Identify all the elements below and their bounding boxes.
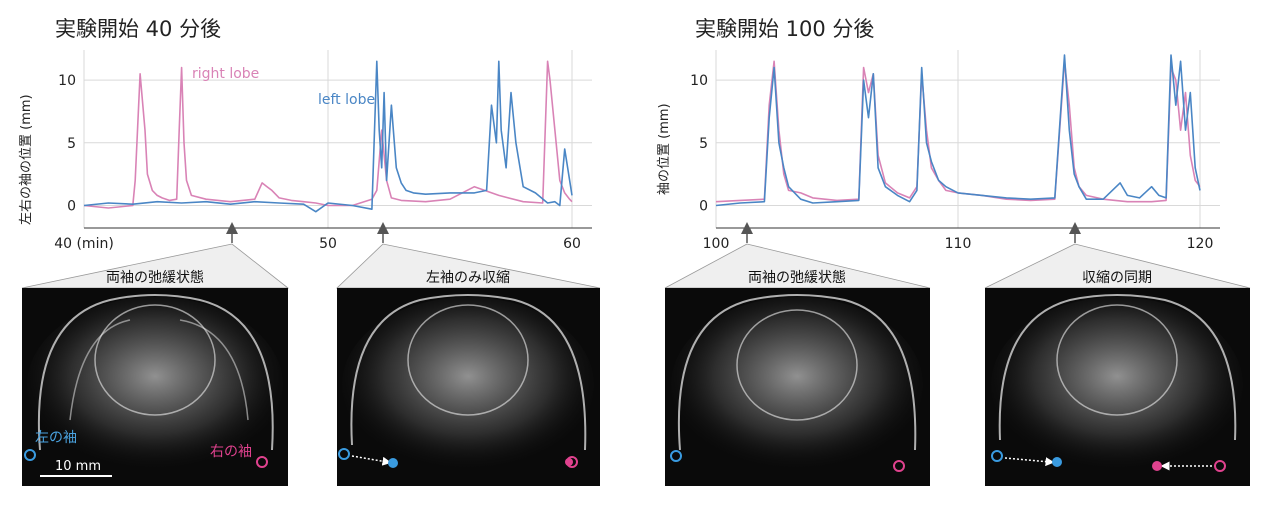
panel-2-title: 実験開始 100 分後 [695,17,874,41]
y-tick-label: 5 [67,136,76,152]
y-tick-label: 0 [67,198,76,214]
chart-100min: 0 5 10 100 110 120 [690,50,1220,252]
photo-1-label: 両袖の弛緩状態 [106,270,204,286]
x-tick-label: 40 (min) [54,236,114,252]
x-tick-label: 100 [703,236,730,252]
legend-left-lobe: left lobe [318,92,375,108]
photo-3-label: 両袖の弛緩状態 [748,270,846,286]
right-lobe-fill-2 [565,458,573,466]
x-tick-label: 110 [945,236,972,252]
legend-right-lobe: right lobe [192,66,259,82]
x-tick-label: 120 [1187,236,1214,252]
series-left-lobe [715,54,1201,207]
right-lobe-marker-3 [893,460,905,472]
series-right-lobe [83,60,573,209]
y-tick-label: 10 [58,73,76,89]
panel-2-ylabel: 袖の位置 (mm) [657,103,672,195]
right-lobe-marker [256,456,268,468]
photo-synchronized [985,288,1250,486]
photo-relaxed-40min: 左の袖 右の袖 10 mm [22,288,288,486]
y-tick-label: 0 [699,198,708,214]
left-lobe-end-marker-4 [1052,457,1062,467]
left-lobe-marker [24,449,36,461]
chart-40min: 0 5 10 40 (min) 50 60 [54,50,592,252]
photo-4-label: 収縮の同期 [1082,270,1152,286]
photo-left-contract [337,288,600,486]
x-tick-label: 60 [563,236,581,252]
left-lobe-motion-4 [1004,457,1055,467]
y-tick-label: 10 [690,73,708,89]
series-right-lobe [715,60,1201,203]
left-lobe-label: 左の袖 [35,430,77,446]
left-lobe-start-marker [338,448,350,460]
right-lobe-label: 右の袖 [210,444,252,460]
x-tick-label: 50 [319,236,337,252]
panel-1-ylabel: 左右の袖の位置 (mm) [19,94,34,225]
right-lobe-start-marker-4 [1214,460,1226,472]
left-lobe-start-marker-4 [991,450,1003,462]
left-lobe-marker-3 [670,450,682,462]
right-lobe-end-marker-4 [1152,461,1162,471]
left-lobe-end-marker [388,458,398,468]
photo-2-label: 左袖のみ収縮 [426,270,510,286]
left-lobe-motion [351,455,392,466]
panel-1-title: 実験開始 40 分後 [55,17,221,41]
scale-label: 10 mm [55,459,101,474]
y-tick-label: 5 [699,136,708,152]
photo-relaxed-100min [665,288,930,486]
series-left-lobe [83,60,573,213]
photo-strip: 両袖の弛緩状態 左袖のみ収縮 両袖の弛緩状態 収縮の同期 左の袖 右の袖 10 … [21,222,1251,486]
